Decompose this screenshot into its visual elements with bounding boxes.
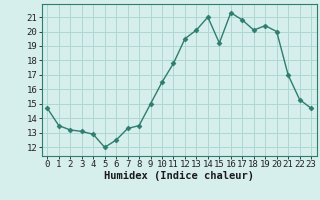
X-axis label: Humidex (Indice chaleur): Humidex (Indice chaleur) xyxy=(104,171,254,181)
